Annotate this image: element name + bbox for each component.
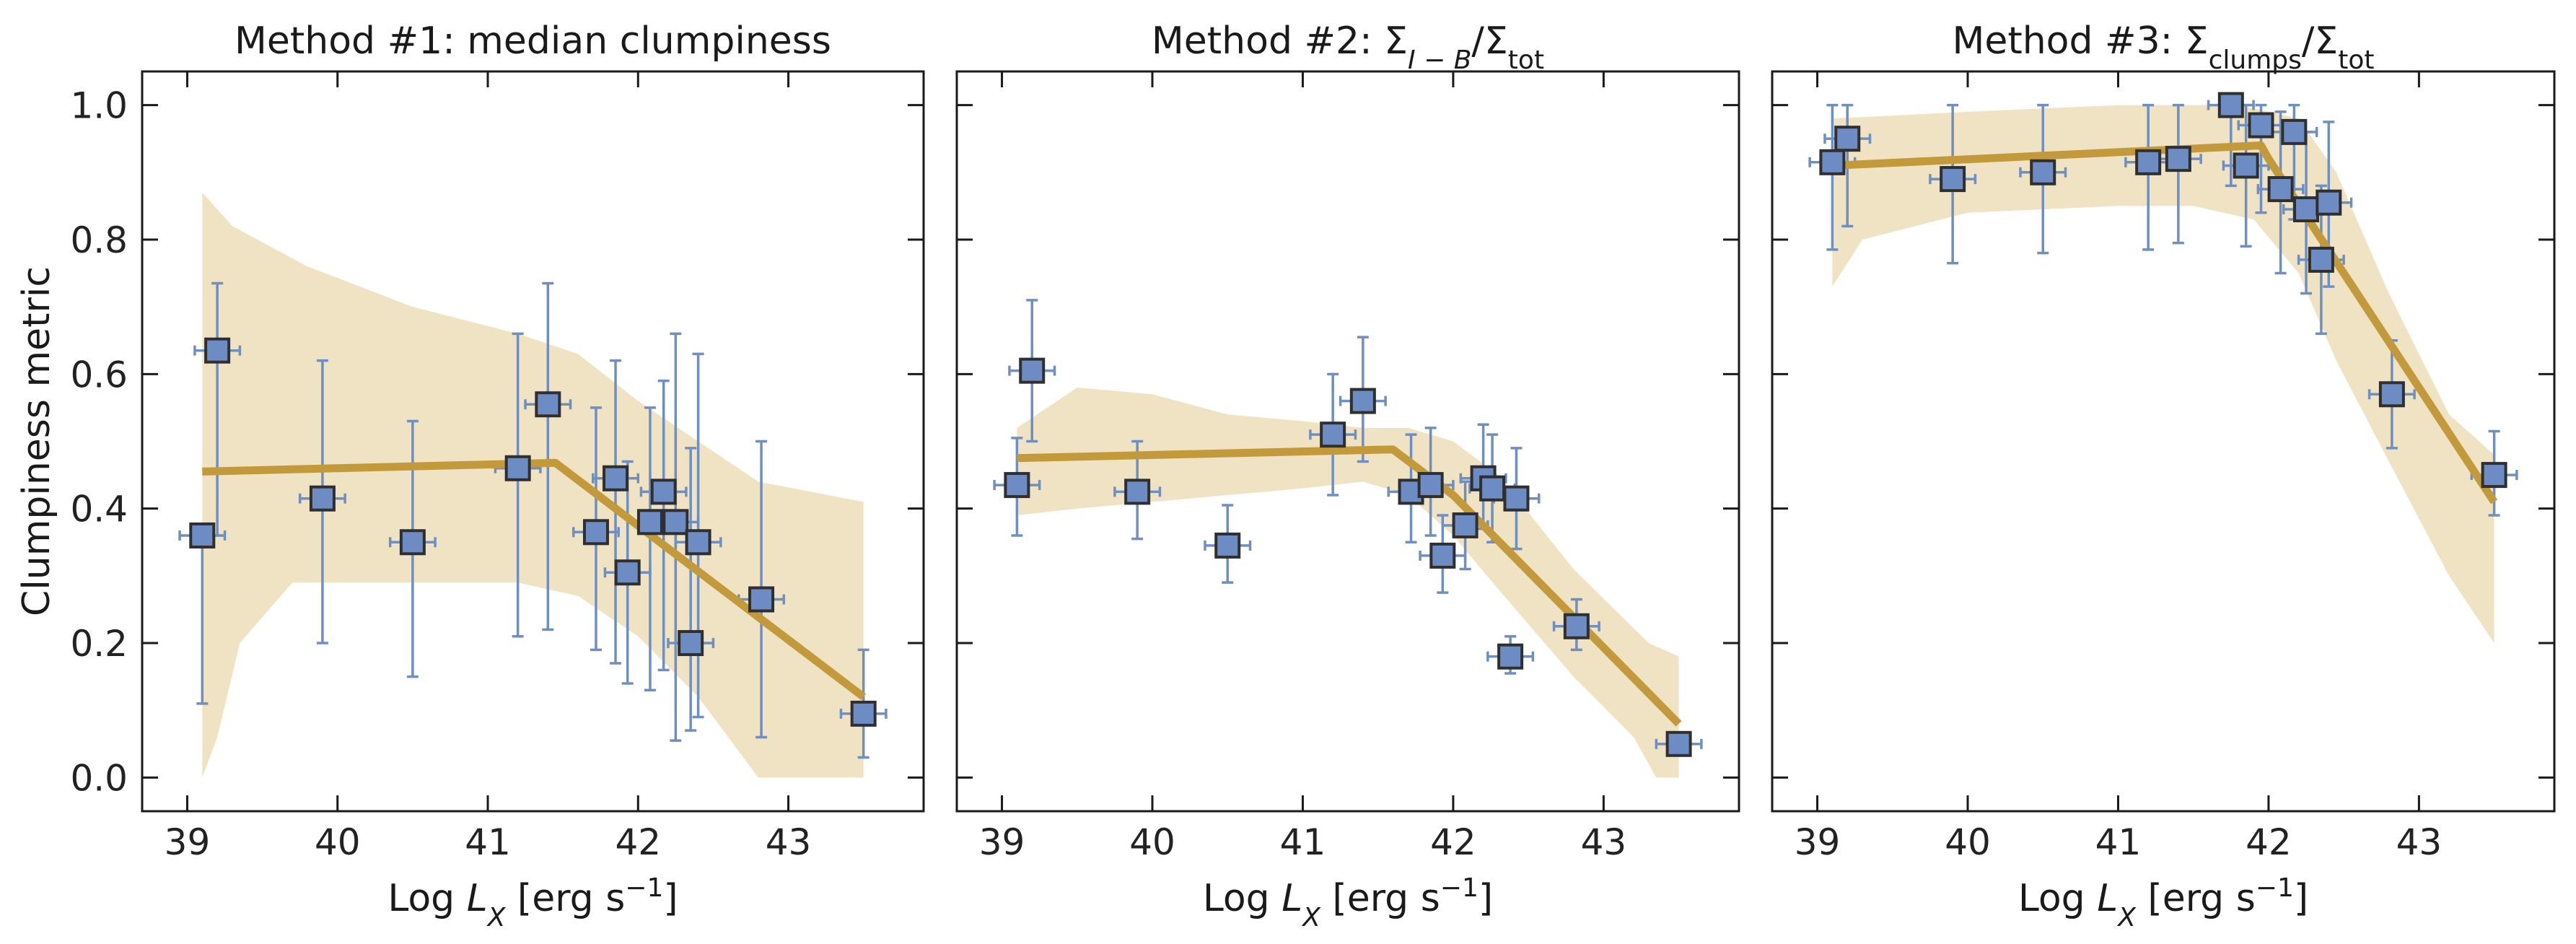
data-point-8	[2248, 112, 2274, 139]
x-tick-label: 39	[165, 821, 211, 863]
axes-frame	[141, 70, 925, 813]
data-point-0	[189, 522, 216, 549]
data-point-1	[204, 337, 231, 364]
data-point-4	[504, 455, 531, 481]
x-tick-label: 41	[465, 821, 511, 863]
data-point-1	[1019, 357, 1046, 384]
panel-1: 39 40 41 42 43 0.0 0.2 0.4 0.6 0.8 1.0 Method #1: m…	[15, 19, 925, 932]
ticks	[957, 71, 1739, 811]
data-point-12	[1503, 485, 1530, 512]
x-tick-label: 42	[615, 821, 661, 863]
panel-2: 39 40 41 42 43 Method #2: ΣI − B/Σtot Log LX […	[955, 19, 1740, 932]
x-tick-label: 40	[1945, 821, 1991, 863]
plot-area-3	[1808, 100, 2518, 644]
data-point-11	[662, 509, 689, 536]
data-point-14	[748, 586, 775, 613]
data-point-7	[603, 465, 629, 491]
x-tick-label: 41	[2095, 821, 2142, 863]
data-point-15	[2481, 462, 2507, 489]
data-point-3	[1214, 532, 1241, 559]
data-markers	[1004, 357, 1692, 757]
data-point-3	[2030, 159, 2056, 185]
x-tick-label: 43	[2396, 821, 2443, 863]
x-tick-label: 43	[1581, 821, 1627, 863]
fit-line	[1832, 141, 2498, 504]
data-point-2	[1940, 166, 1966, 193]
y-axis-label: Clumpiness metric	[15, 266, 58, 616]
x-tick-label: 41	[1280, 821, 1326, 863]
y-tick-label: 0.2	[70, 623, 128, 665]
data-point-10	[2281, 118, 2308, 145]
data-point-14	[1563, 613, 1590, 639]
data-point-2	[309, 485, 336, 512]
x-tick-label: 40	[315, 821, 361, 863]
data-point-13	[1497, 643, 1524, 670]
y-tick-label: 0.6	[70, 354, 128, 395]
data-point-8	[614, 559, 641, 586]
y-tick-label: 0.0	[70, 757, 128, 799]
data-point-4	[1320, 421, 1346, 448]
data-point-13	[685, 529, 711, 556]
x-axis-label: Log LX [erg s−1]	[2018, 873, 2308, 932]
y-tick-label: 0.8	[70, 219, 128, 261]
data-point-2	[1124, 478, 1151, 505]
data-point-13	[2316, 189, 2342, 216]
chart-title: Method #1: median clumpiness	[235, 19, 831, 63]
data-point-12	[2308, 246, 2334, 273]
data-point-11	[2293, 196, 2320, 223]
ticks	[1772, 71, 2554, 811]
data-point-1	[1834, 126, 1861, 152]
data-point-9	[2267, 176, 2294, 203]
y-tick-label: 1.0	[70, 85, 128, 127]
data-point-5	[1349, 388, 1376, 414]
x-tick-label: 42	[1430, 821, 1476, 863]
y-tick-label: 0.4	[70, 489, 128, 530]
x-tick-label: 43	[766, 821, 812, 863]
x-tick-label: 39	[1795, 821, 1841, 863]
data-point-7	[2233, 152, 2259, 179]
data-point-6	[2217, 92, 2244, 118]
x-axis-label: Log LX [erg s−1]	[1203, 873, 1493, 932]
confidence-band	[1017, 388, 1679, 778]
data-point-5	[535, 391, 561, 418]
data-point-9	[1452, 512, 1478, 538]
confidence-band	[202, 192, 864, 778]
confidence-band	[1832, 105, 2494, 644]
data-point-3	[399, 529, 426, 556]
plot-area-2	[993, 299, 1703, 778]
data-point-4	[2135, 149, 2162, 175]
plot-area-1	[178, 192, 888, 778]
axes-frame	[1771, 70, 2556, 813]
x-tick-label: 42	[2246, 821, 2292, 863]
ticks	[142, 71, 924, 811]
axes-frame	[955, 70, 1740, 813]
data-markers	[1819, 92, 2507, 489]
x-tick-label: 39	[979, 821, 1025, 863]
data-point-11	[1479, 475, 1506, 502]
data-point-0	[1819, 149, 1846, 175]
data-point-15	[850, 700, 877, 727]
data-point-15	[1665, 730, 1692, 757]
data-point-6	[582, 519, 609, 546]
data-point-14	[2378, 381, 2405, 408]
data-point-9	[636, 509, 663, 536]
data-point-7	[1417, 472, 1444, 499]
chart-title: Method #3: Σclumps/Σtot	[1952, 19, 2374, 75]
data-point-0	[1004, 472, 1030, 499]
x-axis-label: Log LX [erg s−1]	[387, 873, 678, 932]
data-point-8	[1429, 542, 1456, 569]
data-point-5	[2165, 146, 2191, 172]
panel-3: 39 40 41 42 43 Method #3: Σclumps/Σtot Log LX …	[1771, 19, 2556, 932]
data-point-12	[678, 630, 704, 657]
errorbar-12	[667, 447, 715, 732]
data-point-10	[650, 478, 677, 505]
chart-title: Method #2: ΣI − B/Σtot	[1152, 19, 1544, 75]
data-markers	[189, 337, 877, 727]
fit-line	[202, 458, 867, 700]
x-tick-label: 40	[1129, 821, 1175, 863]
